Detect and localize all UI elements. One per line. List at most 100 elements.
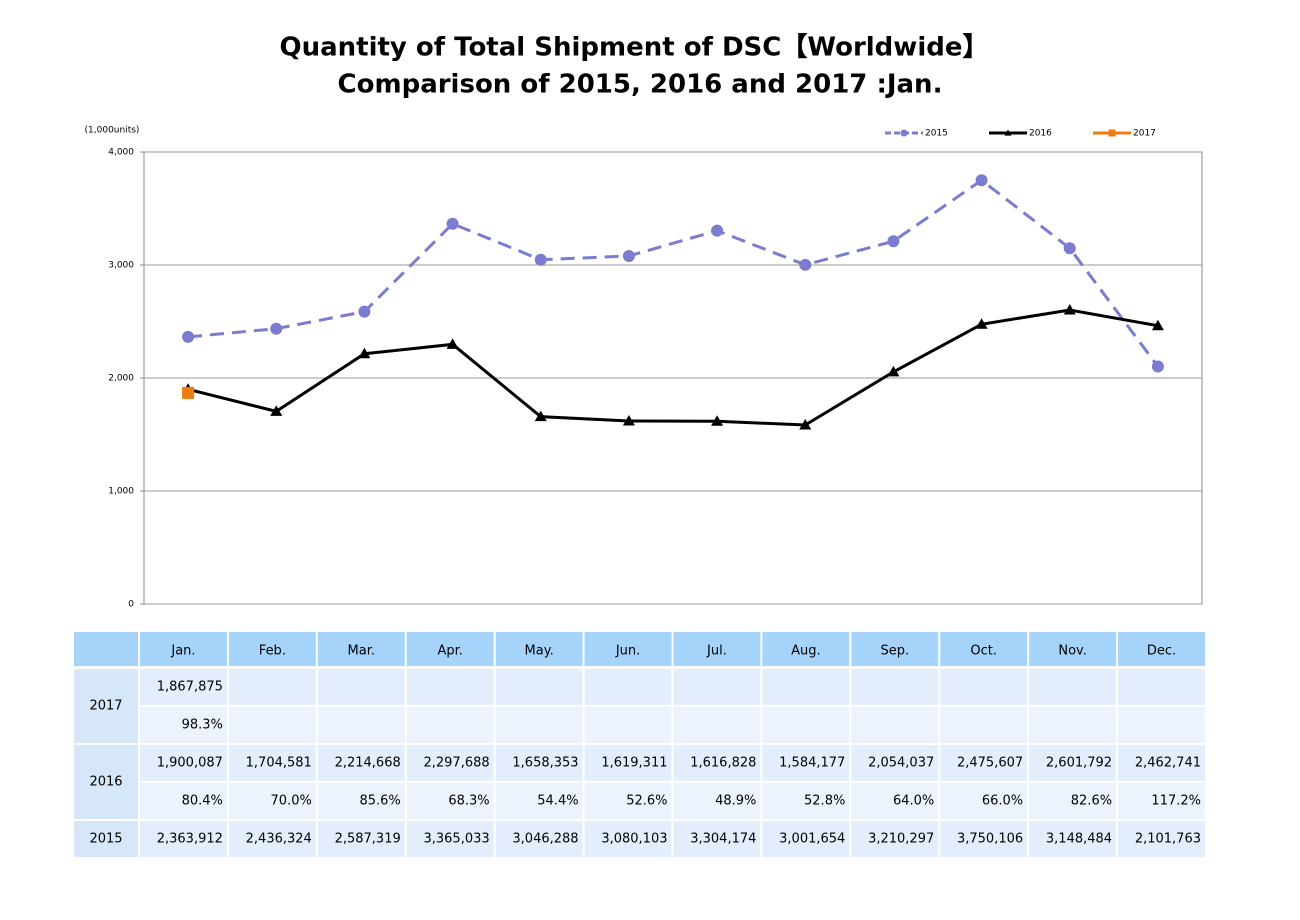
table-cell <box>1118 783 1205 819</box>
data-point <box>1151 319 1164 331</box>
table-cell <box>940 632 1028 666</box>
y-tick-label: 0 <box>128 600 134 610</box>
table-cell <box>851 783 939 819</box>
table-value: 1,658,353 <box>512 756 578 771</box>
table-value: 3,001,654 <box>779 832 845 847</box>
data-point <box>270 322 283 335</box>
table-value: 2,601,792 <box>1046 756 1112 771</box>
table-header: Dec. <box>1147 644 1176 659</box>
table-cell <box>495 745 583 781</box>
table-cell <box>762 745 850 781</box>
table-value: 2,214,668 <box>335 756 401 771</box>
table-cell <box>228 669 316 705</box>
table-ratio: 52.6% <box>626 794 667 809</box>
table-cell <box>584 669 672 705</box>
table-cell <box>140 669 227 705</box>
table-cell <box>851 632 939 666</box>
data-point <box>270 405 283 416</box>
table-cell <box>317 632 405 666</box>
row-label: 2016 <box>89 775 122 790</box>
table-ratio: 66.0% <box>982 794 1023 809</box>
legend-marker <box>1004 129 1012 136</box>
data-point <box>887 365 900 377</box>
table-cell <box>673 707 761 743</box>
table-value: 1,584,177 <box>779 756 845 771</box>
y-tick-label: 3,000 <box>108 261 134 271</box>
table-header: Sep. <box>880 644 909 659</box>
table-cell <box>140 821 227 857</box>
data-point <box>711 224 724 237</box>
table-cell <box>228 783 316 819</box>
table-ratio: 52.8% <box>804 794 845 809</box>
table-value: 2,363,912 <box>157 832 223 847</box>
table-ratio: 98.3% <box>182 718 223 733</box>
table-cell <box>762 821 850 857</box>
table-cell <box>317 745 405 781</box>
table-value: 1,900,087 <box>157 756 223 771</box>
table-value: 3,304,174 <box>690 832 756 847</box>
data-point <box>182 386 195 399</box>
table-cell <box>140 783 227 819</box>
table-cell <box>762 669 850 705</box>
table-cell <box>940 669 1028 705</box>
table-value: 3,210,297 <box>868 832 934 847</box>
table-cell <box>940 745 1028 781</box>
series-line <box>187 178 1160 368</box>
table-value: 3,750,106 <box>957 832 1023 847</box>
table-cell <box>74 745 138 819</box>
table-cell <box>1029 669 1117 705</box>
data-point <box>799 418 812 430</box>
table-cell <box>74 821 138 857</box>
data-point <box>446 217 459 230</box>
table-cell <box>140 707 227 743</box>
table-cell <box>673 669 761 705</box>
table-cell <box>1029 707 1117 743</box>
data-point <box>887 235 900 248</box>
legend-label: 2017 <box>1133 129 1156 139</box>
data-point <box>534 253 547 266</box>
table-cell <box>762 783 850 819</box>
legend-label: 2015 <box>925 129 948 139</box>
table-value: 2,054,037 <box>868 756 934 771</box>
table-cell <box>762 632 850 666</box>
table-cell <box>762 707 850 743</box>
table-cell <box>1118 745 1205 781</box>
table-cell <box>1118 669 1205 705</box>
table-cell <box>673 783 761 819</box>
chart-subtitle: Comparison of 2015, 2016 and 2017 :Jan. <box>338 70 943 100</box>
table-cell <box>140 745 227 781</box>
table-cell <box>317 783 405 819</box>
table-cell <box>228 707 316 743</box>
table-value: 3,365,033 <box>423 832 489 847</box>
table-cell <box>1029 783 1117 819</box>
table-cell <box>940 821 1028 857</box>
legend-marker <box>1108 129 1116 137</box>
table-cell <box>940 783 1028 819</box>
table-ratio: 85.6% <box>359 794 400 809</box>
table-cell <box>851 821 939 857</box>
table-cell <box>406 632 494 666</box>
table-header: Jan. <box>170 644 195 659</box>
table-value: 3,046,288 <box>512 832 578 847</box>
table-ratio: 54.4% <box>537 794 578 809</box>
table-cell <box>940 707 1028 743</box>
table-cell <box>1029 632 1117 666</box>
legend-label: 2016 <box>1029 129 1052 139</box>
table-cell <box>1029 821 1117 857</box>
data-point <box>446 338 459 349</box>
table-cell <box>317 821 405 857</box>
table-cell <box>584 632 672 666</box>
table-cell <box>406 783 494 819</box>
y-tick-label: 4,000 <box>108 148 134 158</box>
table-value: 3,080,103 <box>601 832 667 847</box>
y-axis-label: (1,000units) <box>85 126 140 136</box>
table-header: Mar. <box>348 644 375 659</box>
table-cell <box>851 745 939 781</box>
table-header: Feb. <box>259 644 286 659</box>
table-header: Oct. <box>970 644 997 659</box>
table-value: 1,619,311 <box>601 756 667 771</box>
table-cell <box>584 745 672 781</box>
table-ratio: 68.3% <box>448 794 489 809</box>
legend-marker <box>900 129 908 137</box>
